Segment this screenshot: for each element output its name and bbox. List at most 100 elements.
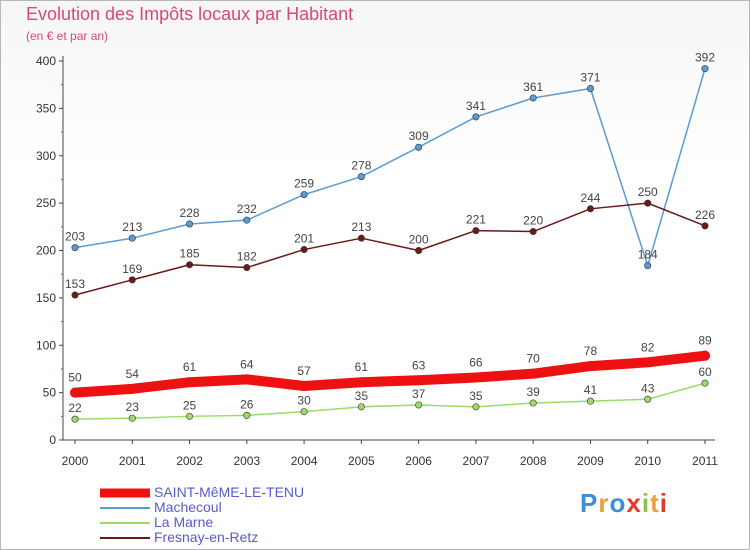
data-label: 226 <box>695 208 715 222</box>
data-label: 309 <box>409 129 429 143</box>
y-tick-label: 250 <box>36 196 56 210</box>
data-point <box>528 368 539 379</box>
data-label: 200 <box>409 233 429 247</box>
logo-letter: i <box>641 488 651 518</box>
data-label: 61 <box>183 360 197 374</box>
logo-letter: P <box>580 488 599 518</box>
x-tick-label: 2004 <box>291 454 318 468</box>
data-point <box>357 403 365 411</box>
data-point <box>243 264 251 272</box>
data-label: 232 <box>237 202 257 216</box>
data-label: 35 <box>355 389 369 403</box>
data-label: 185 <box>180 247 200 261</box>
y-tick-label: 0 <box>49 433 56 447</box>
data-label: 25 <box>183 398 197 412</box>
data-point <box>586 397 594 405</box>
data-label: 220 <box>523 214 543 228</box>
series-line <box>70 350 710 398</box>
data-label: 60 <box>698 365 712 379</box>
data-point <box>241 374 252 385</box>
x-tick-label: 2001 <box>119 454 146 468</box>
data-label: 70 <box>527 352 541 366</box>
data-label: 250 <box>638 185 658 199</box>
logo-letter: t <box>650 488 660 518</box>
y-tick-label: 100 <box>36 338 56 352</box>
data-point <box>586 205 594 213</box>
y-tick-label: 50 <box>43 386 57 400</box>
data-label: 23 <box>126 400 140 414</box>
data-point <box>71 291 79 299</box>
x-tick-label: 2007 <box>463 454 490 468</box>
data-point <box>243 411 251 419</box>
data-label: 54 <box>126 367 140 381</box>
data-point <box>701 379 709 387</box>
data-point <box>415 143 423 151</box>
legend-swatch <box>100 522 150 524</box>
data-label: 63 <box>412 358 426 372</box>
data-label: 153 <box>65 277 85 291</box>
data-label: 221 <box>466 213 486 227</box>
data-point <box>642 357 653 368</box>
data-label: 228 <box>180 206 200 220</box>
data-point <box>415 401 423 409</box>
data-label: 371 <box>580 70 600 84</box>
logo-letter: o <box>609 488 627 518</box>
data-point <box>128 414 136 422</box>
chart-subtitle: (en € et par an) <box>26 29 109 43</box>
data-label: 213 <box>351 220 371 234</box>
data-label: 26 <box>240 397 254 411</box>
data-point <box>243 216 251 224</box>
data-label: 39 <box>527 385 541 399</box>
data-label: 278 <box>351 159 371 173</box>
data-label: 22 <box>68 401 82 415</box>
x-tick-label: 2010 <box>634 454 661 468</box>
legend-label: Machecoul <box>154 499 222 515</box>
data-point <box>357 173 365 181</box>
data-point <box>71 244 79 252</box>
data-label: 341 <box>466 99 486 113</box>
data-label: 64 <box>240 357 254 371</box>
data-label: 82 <box>641 340 655 354</box>
chart-series <box>70 65 710 423</box>
data-point <box>413 375 424 386</box>
data-point <box>529 94 537 102</box>
data-point <box>472 227 480 235</box>
data-point <box>186 220 194 228</box>
x-tick-label: 2005 <box>348 454 375 468</box>
data-label: 184 <box>638 248 658 262</box>
series-line <box>74 67 706 267</box>
data-point <box>700 350 710 361</box>
x-tick-label: 2002 <box>176 454 203 468</box>
x-tick-label: 2003 <box>233 454 260 468</box>
data-point <box>300 246 308 254</box>
legend-label: Fresnay-en-Retz <box>154 529 259 545</box>
data-point <box>415 247 423 255</box>
data-point <box>470 372 481 383</box>
series-line <box>74 202 706 296</box>
data-label: 61 <box>355 360 369 374</box>
data-label: 182 <box>237 250 257 264</box>
data-point <box>186 261 194 269</box>
logo-letter: x <box>626 488 642 518</box>
data-point <box>701 65 709 73</box>
data-label: 89 <box>698 334 712 348</box>
data-point <box>356 377 367 388</box>
data-point <box>70 387 80 398</box>
data-point <box>529 399 537 407</box>
logo-letter: r <box>598 488 610 518</box>
legend-swatch <box>100 507 150 509</box>
legend-label: SAINT-MêME-LE-TENU <box>154 484 305 500</box>
data-label: 30 <box>297 394 311 408</box>
data-point <box>128 276 136 284</box>
y-tick-label: 150 <box>36 291 56 305</box>
data-label: 57 <box>297 364 311 378</box>
data-label: 35 <box>469 389 483 403</box>
data-point <box>472 403 480 411</box>
y-tick-label: 200 <box>36 244 56 258</box>
data-point <box>127 383 138 394</box>
data-point <box>644 395 652 403</box>
y-tick-label: 300 <box>36 149 56 163</box>
chart-data-labels: 50 54 61 64 57 61 63 66 70 78 82 89 203 213 228 232 259 2… <box>65 51 715 416</box>
